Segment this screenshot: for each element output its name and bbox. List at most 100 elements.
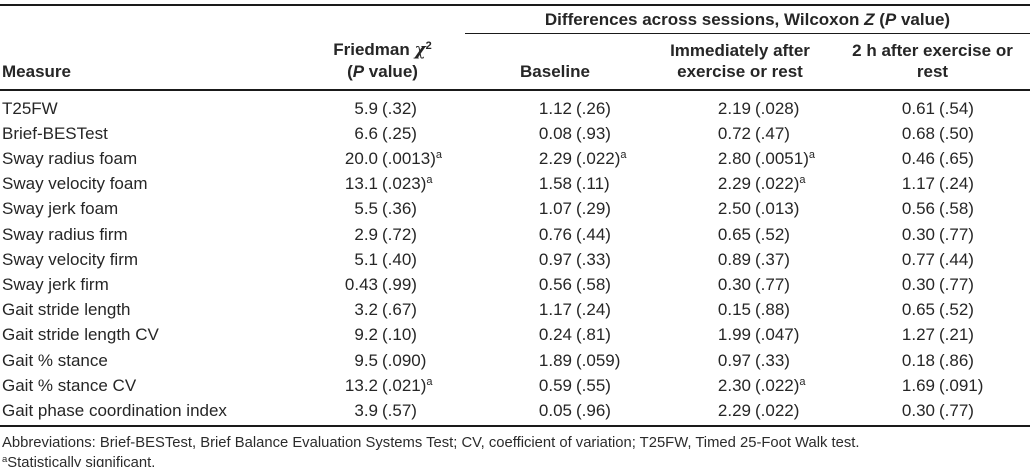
immediate-cell: 2.50 (.013) (645, 196, 835, 221)
p-value: (.33) (576, 249, 611, 269)
p-value: (.88) (755, 300, 790, 320)
p-value: (.58) (576, 274, 611, 294)
immediate-cell: 0.65 (.52) (645, 222, 835, 247)
p-value: (.52) (755, 224, 790, 244)
baseline-cell: 0.56 (.58) (465, 272, 645, 297)
stat-value: 0.72 (717, 123, 751, 143)
stat-value: 1.17 (901, 174, 935, 194)
p-value: (.022) (755, 400, 800, 420)
friedman-cell: 9.5 (.090) (300, 348, 465, 373)
after2h-cell: 0.56 (.58) (835, 196, 1030, 221)
significance-note-text: Statistically significant. (7, 454, 156, 467)
p-value: (.40) (382, 249, 417, 269)
baseline-cell: 0.05 (.96) (465, 398, 645, 423)
column-header-baseline: Baseline (465, 34, 645, 90)
immediate-cell: 1.99 (.047) (645, 322, 835, 347)
stat-value: 0.43 (344, 274, 378, 294)
immediate-label: Immediately after exercise or rest (670, 40, 810, 81)
after2h-cell: 0.68 (.50) (835, 121, 1030, 146)
p-value: (.77) (939, 224, 974, 244)
pvalue-open-paren: ( (347, 61, 353, 81)
stat-value: 0.68 (901, 123, 935, 143)
p-value: (.96) (576, 400, 611, 420)
after2h-cell: 0.65 (.52) (835, 297, 1030, 322)
p-value: (.24) (939, 174, 974, 194)
measure-cell: Sway jerk firm (2, 274, 109, 294)
measure-cell: Sway radius foam (2, 148, 138, 168)
friedman-line2: (P value) (300, 61, 465, 82)
stat-value: 1.99 (717, 325, 751, 345)
friedman-cell: 3.2 (.67) (300, 297, 465, 322)
table-row: Gait phase coordination index 3.9 (.57) 0.0… (0, 398, 1030, 423)
stat-value: 0.65 (717, 224, 751, 244)
p-value: (.090) (382, 350, 427, 370)
spanner-text: Differences across sessions, Wilcoxon (544, 10, 865, 29)
significance-marker: a (426, 375, 433, 388)
column-header-immediate: Immediately after exercise or rest (645, 34, 835, 90)
measure-cell: Sway jerk foam (2, 199, 119, 219)
spanner-p-italic: P (884, 10, 897, 29)
stat-value: 0.76 (538, 224, 572, 244)
table-row: Sway velocity foam 13.1 (.023)a 1.58 (.11) 2.… (0, 171, 1030, 196)
stat-value: 1.69 (901, 375, 935, 395)
measure-cell: Gait phase coordination index (2, 400, 227, 420)
p-value: (.57) (382, 400, 417, 420)
significance-marker: a (435, 148, 442, 161)
friedman-cell: 6.6 (.25) (300, 121, 465, 146)
after2h-label: 2 h after exercise or rest (852, 40, 1013, 81)
immediate-cell: 0.15 (.88) (645, 297, 835, 322)
table-bottom-rule (0, 425, 1030, 428)
column-header-row: Measure Friedman χ2 (P value) Baseline I… (0, 34, 1030, 90)
p-value: (.091) (939, 375, 984, 395)
stat-value: 2.29 (717, 174, 751, 194)
stat-value: 0.24 (538, 325, 572, 345)
immediate-cell: 2.19 (.028) (645, 90, 835, 121)
after2h-cell: 0.77 (.44) (835, 247, 1030, 272)
stat-value: 3.2 (354, 300, 378, 320)
stat-value: 1.07 (538, 199, 572, 219)
p-value: (.77) (755, 274, 790, 294)
p-value: (.26) (576, 98, 611, 118)
measure-cell: Gait stride length (2, 300, 131, 320)
p-value: (.55) (576, 375, 611, 395)
after2h-cell: 1.69 (.091) (835, 373, 1030, 398)
stat-value: 0.65 (901, 300, 935, 320)
after2h-cell: 0.46 (.65) (835, 146, 1030, 171)
chi-symbol: χ (414, 39, 426, 60)
immediate-cell: 2.29 (.022)a (645, 171, 835, 196)
baseline-cell: 1.58 (.11) (465, 171, 645, 196)
measure-cell: Sway velocity firm (2, 249, 139, 269)
table-row: Gait stride length CV 9.2 (.10) 0.24 (.81) 1.… (0, 322, 1030, 347)
stat-value: 0.59 (538, 375, 572, 395)
measure-cell: T25FW (2, 98, 58, 118)
friedman-cell: 5.1 (.40) (300, 247, 465, 272)
after2h-cell: 0.30 (.77) (835, 222, 1030, 247)
immediate-cell: 2.30 (.022)a (645, 373, 835, 398)
measure-cell: Sway velocity foam (2, 174, 148, 194)
p-value: (.52) (939, 300, 974, 320)
stat-value: 2.29 (538, 148, 572, 168)
baseline-cell: 1.89 (.059) (465, 348, 645, 373)
stat-value: 20.0 (344, 148, 378, 168)
p-value: (.32) (382, 98, 417, 118)
stat-value: 0.97 (717, 350, 751, 370)
after2h-cell: 1.17 (.24) (835, 171, 1030, 196)
stat-value: 0.30 (901, 274, 935, 294)
stat-value: 2.80 (717, 148, 751, 168)
stat-value: 0.15 (717, 300, 751, 320)
baseline-cell: 0.08 (.93) (465, 121, 645, 146)
friedman-label: Friedman (333, 39, 415, 59)
table-row: Brief-BESTest 6.6 (.25) 0.08 (.93) 0.72 (.47) 0… (0, 121, 1030, 146)
column-header-2h: 2 h after exercise or rest (835, 34, 1030, 90)
table-row: Gait stride length 3.2 (.67) 1.17 (.24) 0.15(… (0, 297, 1030, 322)
p-value: (.86) (939, 350, 974, 370)
baseline-cell: 2.29 (.022)a (465, 146, 645, 171)
p-value: (.0051) (755, 148, 809, 168)
stat-value: 0.46 (901, 148, 935, 168)
stat-value: 1.17 (538, 300, 572, 320)
p-value: (.25) (382, 123, 417, 143)
after2h-cell: 0.61 (.54) (835, 90, 1030, 121)
friedman-cell: 2.9 (.72) (300, 222, 465, 247)
p-value: (.47) (755, 123, 790, 143)
p-value: (.022) (755, 174, 800, 194)
